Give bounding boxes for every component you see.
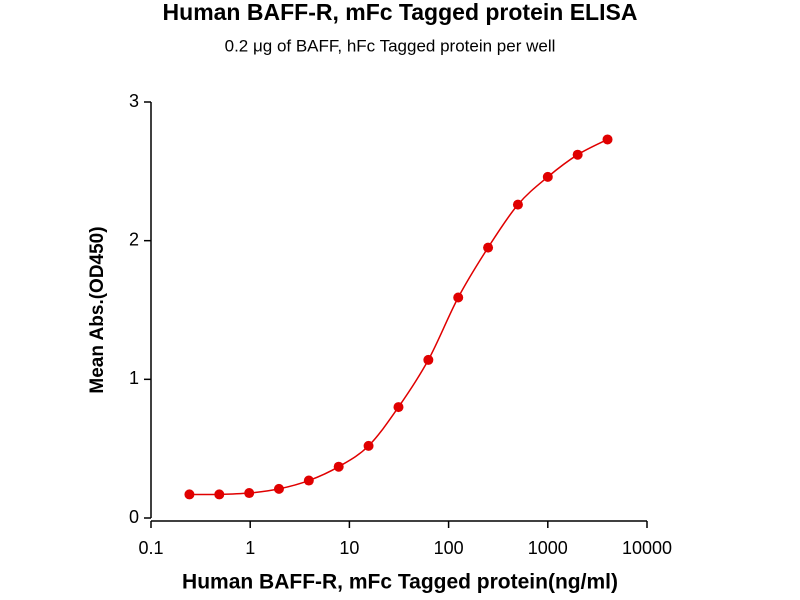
data-point (333, 461, 344, 472)
chart-title: Human BAFF-R, mFc Tagged protein ELISA (163, 0, 638, 25)
x-tick-label: 1000 (528, 538, 568, 558)
data-point (393, 402, 404, 413)
data-point (363, 440, 374, 451)
y-tick-label: 0 (129, 507, 139, 527)
data-point (602, 134, 613, 145)
y-axis-label: Mean Abs.(OD450) (87, 226, 108, 393)
x-tick-label: 1 (245, 538, 255, 558)
data-point (483, 242, 494, 253)
data-point (273, 483, 284, 494)
data-point (303, 475, 314, 486)
data-point (423, 354, 434, 365)
x-tick-label: 10 (339, 538, 359, 558)
y-tick-label: 2 (129, 229, 139, 249)
data-point (512, 199, 523, 210)
x-tick-label: 100 (434, 538, 464, 558)
data-point (214, 489, 225, 500)
data-point (184, 489, 195, 500)
chart-subtitle: 0.2 μg of BAFF, hFc Tagged protein per w… (225, 36, 556, 55)
y-tick-label: 3 (129, 91, 139, 111)
data-point (542, 171, 553, 182)
x-tick-label: 10000 (622, 538, 672, 558)
x-tick-label: 0.1 (138, 538, 163, 558)
x-axis-label: Human BAFF-R, mFc Tagged protein(ng/ml) (182, 571, 618, 594)
y-tick-label: 1 (129, 368, 139, 388)
data-point (453, 292, 464, 303)
fit-line (189, 138, 608, 496)
data-point (244, 488, 255, 499)
data-point (572, 149, 583, 160)
